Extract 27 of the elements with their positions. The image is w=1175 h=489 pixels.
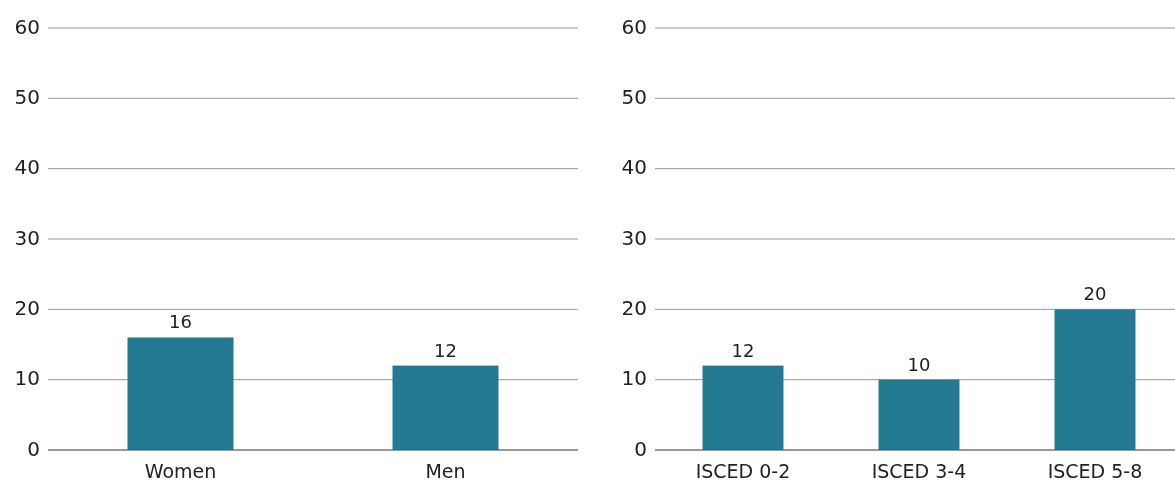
data-label: 20 — [1083, 283, 1107, 305]
y-tick-label: 20 — [621, 295, 647, 320]
bar — [1054, 309, 1136, 450]
data-label: 16 — [169, 311, 192, 333]
bar — [702, 365, 784, 450]
y-tick-label: 10 — [14, 366, 40, 391]
x-tick-label: Men — [425, 460, 466, 482]
x-tick-label: ISCED 5-8 — [1047, 460, 1143, 482]
y-tick-label: 20 — [14, 295, 40, 320]
y-tick-label: 30 — [621, 225, 647, 250]
y-tick-label: 0 — [27, 436, 40, 461]
x-tick-label: ISCED 0-2 — [695, 460, 791, 482]
x-tick-label: Women — [144, 460, 217, 482]
y-tick-label: 60 — [621, 14, 647, 39]
y-tick-label: 10 — [621, 366, 647, 391]
bar — [878, 379, 960, 450]
y-tick-label: 30 — [14, 225, 40, 250]
x-tick-label: ISCED 3-4 — [871, 460, 967, 482]
y-tick-label: 50 — [14, 84, 40, 109]
y-tick-label: 0 — [634, 436, 647, 461]
y-tick-label: 40 — [621, 155, 647, 180]
data-label: 10 — [907, 353, 931, 375]
data-label: 12 — [434, 339, 457, 361]
data-label: 12 — [731, 339, 755, 361]
y-tick-label: 40 — [14, 155, 40, 180]
y-tick-label: 50 — [621, 84, 647, 109]
y-tick-label: 60 — [14, 14, 40, 39]
